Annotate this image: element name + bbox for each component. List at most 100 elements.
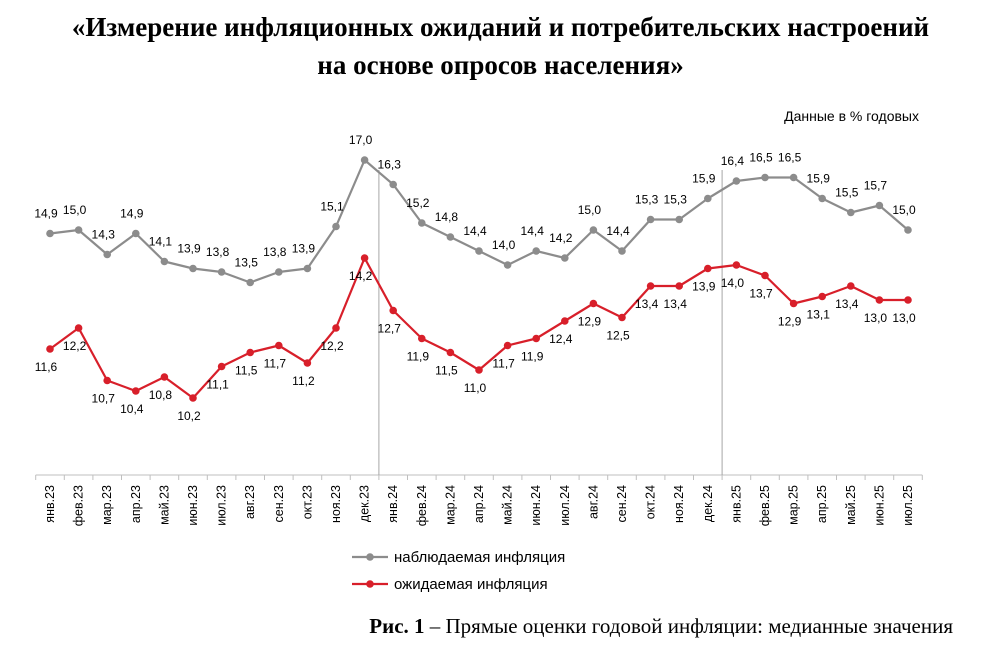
data-label: 11,7 <box>264 357 287 371</box>
x-tick-label: апр.23 <box>129 485 143 523</box>
x-tick-label: дек.24 <box>701 485 715 522</box>
data-label: 11,9 <box>407 350 430 364</box>
data-label: 16,5 <box>749 151 773 165</box>
data-point <box>589 226 598 234</box>
data-point <box>189 394 197 402</box>
data-point <box>761 271 769 280</box>
data-label: 10,2 <box>177 409 201 423</box>
x-tick-label: июл.23 <box>215 485 229 526</box>
data-point <box>418 219 426 227</box>
data-label: 13,9 <box>177 242 201 256</box>
data-label: 10,7 <box>92 392 116 406</box>
data-label: 16,3 <box>378 158 402 172</box>
legend-label: наблюдаемая инфляция <box>394 549 565 566</box>
data-point <box>561 254 569 262</box>
title-line-1: «Измерение инфляционных ожиданий и потре… <box>71 12 930 42</box>
data-point <box>74 226 83 234</box>
data-label: 14,4 <box>463 224 487 238</box>
data-point <box>360 156 369 164</box>
x-tick-label: май.23 <box>157 485 171 525</box>
x-tick-label: мар.24 <box>443 485 457 525</box>
axis-layer: янв.23 фев.23 мар.23 апр.23 май.23 июн.23 июл.… <box>35 170 923 526</box>
data-point <box>818 194 826 203</box>
data-point <box>160 373 169 381</box>
x-tick-label: янв.24 <box>386 485 400 523</box>
data-label: 15,2 <box>406 196 430 210</box>
data-label: 14,8 <box>435 210 459 224</box>
data-point <box>761 173 769 182</box>
data-point <box>618 247 626 255</box>
data-point <box>704 264 712 273</box>
data-point <box>904 296 912 304</box>
x-tick-label: окт.23 <box>300 485 314 519</box>
data-point <box>704 194 712 203</box>
data-point <box>132 387 140 395</box>
data-point <box>875 201 884 210</box>
data-point <box>532 247 540 255</box>
data-point <box>446 233 455 241</box>
x-tick-label: окт.24 <box>644 485 658 519</box>
data-point <box>360 254 369 262</box>
data-point <box>446 348 455 357</box>
data-point <box>332 324 340 332</box>
data-point <box>847 282 855 290</box>
data-point <box>875 296 884 304</box>
data-point <box>618 313 626 322</box>
data-label: 14,9 <box>120 207 144 221</box>
data-point <box>789 299 798 308</box>
x-tick-label: июл.25 <box>901 485 915 526</box>
data-label: 11,5 <box>235 364 258 378</box>
x-tick-label: янв.25 <box>729 485 743 523</box>
data-label: 11,9 <box>521 350 544 364</box>
data-label: 15,3 <box>664 193 688 207</box>
data-point <box>160 257 169 266</box>
data-point <box>789 173 798 182</box>
data-point <box>303 359 312 367</box>
x-tick-label: май.24 <box>501 485 515 525</box>
data-label: 12,9 <box>578 315 602 329</box>
data-point <box>246 278 254 287</box>
caption-text: – Прямые оценки годовой инфляции: медиан… <box>424 614 953 638</box>
data-point <box>475 366 483 374</box>
data-point <box>132 229 140 238</box>
data-label: 15,0 <box>578 203 602 217</box>
data-label: 14,2 <box>349 269 373 283</box>
data-point <box>418 334 426 343</box>
x-tick-label: июн.24 <box>529 485 543 526</box>
data-point <box>475 247 483 255</box>
x-tick-label: апр.24 <box>472 485 486 523</box>
x-tick-label: сен.24 <box>615 485 629 523</box>
chart-title: «Измерение инфляционных ожиданий и потре… <box>0 8 1001 84</box>
data-label: 12,7 <box>378 322 402 336</box>
x-tick-label: фев.25 <box>758 485 772 526</box>
data-label: 12,9 <box>778 315 802 329</box>
data-label: 15,9 <box>807 172 831 186</box>
data-point <box>217 268 226 276</box>
x-tick-label: апр.25 <box>815 485 829 523</box>
data-point <box>246 348 254 357</box>
data-label: 14,3 <box>92 228 116 242</box>
data-label: 13,4 <box>835 297 859 311</box>
data-label: 14,0 <box>492 238 516 252</box>
data-point <box>303 264 312 273</box>
data-label: 11,5 <box>435 364 458 378</box>
data-label: 13,9 <box>692 280 716 294</box>
data-label: 16,4 <box>721 154 745 168</box>
data-label: 11,0 <box>464 381 487 395</box>
data-point <box>103 250 111 259</box>
data-label: 17,0 <box>349 133 373 147</box>
data-label: 15,9 <box>692 172 716 186</box>
units-note: Данные в % годовых <box>784 108 919 124</box>
title-line-2: на основе опросов населения» <box>317 50 684 80</box>
data-label: 14,0 <box>721 276 745 290</box>
data-label: 15,5 <box>835 186 859 200</box>
data-point <box>189 264 197 273</box>
data-point <box>46 229 54 238</box>
data-point <box>103 376 111 385</box>
data-label: 12,2 <box>63 339 87 353</box>
data-label: 15,0 <box>63 203 87 217</box>
data-label: 14,2 <box>549 231 573 245</box>
x-tick-label: фев.24 <box>415 485 429 526</box>
x-tick-label: фев.23 <box>72 485 86 526</box>
